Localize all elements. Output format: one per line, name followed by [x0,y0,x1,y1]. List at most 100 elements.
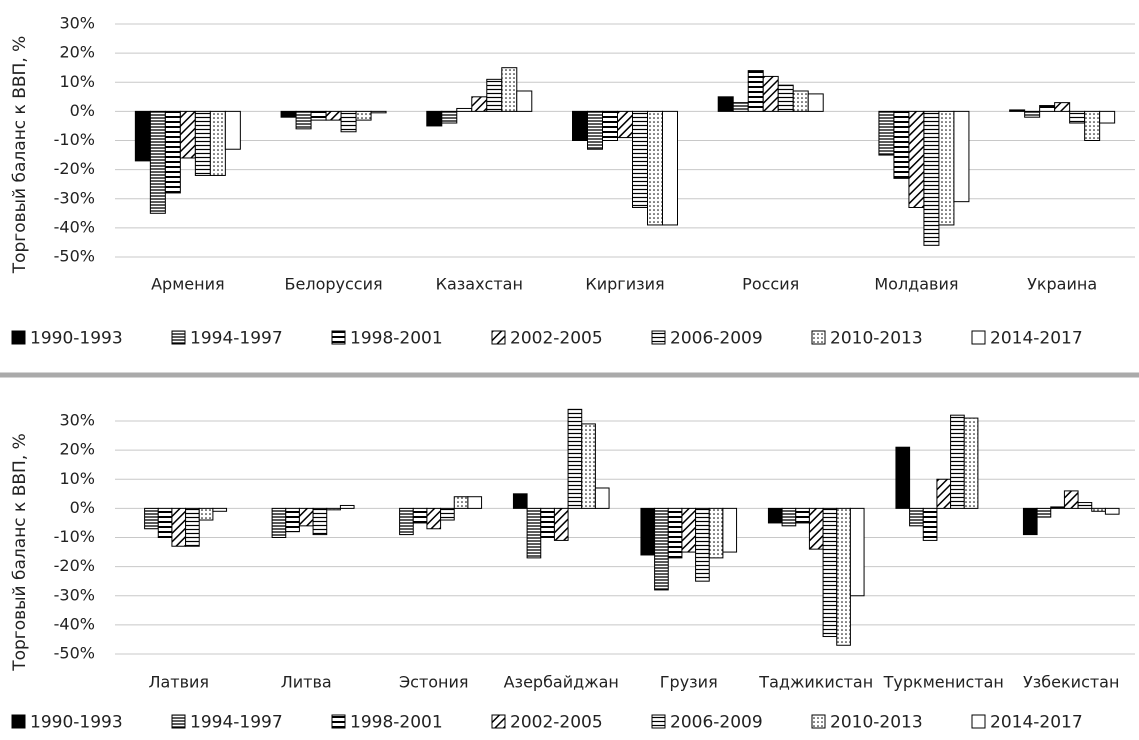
bar [310,110,327,121]
bar [781,507,797,527]
bar [640,507,656,556]
legend-label: 1998-2001 [350,329,443,349]
y-tick-label: -50% [54,644,95,663]
bar [271,507,287,538]
bar [909,507,924,527]
bar [426,110,443,127]
legend-label: 2014-2017 [990,329,1083,349]
legend-label: 1990-1993 [30,713,123,733]
legend-label: 2014-2017 [990,713,1083,733]
y-tick-label: -10% [54,130,95,149]
bar [1069,110,1086,124]
bar [836,507,851,646]
x-tick-label: Эстония [399,673,469,692]
bar [194,110,211,176]
bar [567,408,583,509]
bar [1036,507,1052,518]
bar [512,493,528,509]
bar [963,417,979,509]
bar [602,110,618,141]
bar [581,423,596,509]
y-tick-label: -40% [54,217,95,236]
x-tick-label: Туркменистан [883,673,1004,692]
y-tick-label: -30% [54,188,95,207]
legend-label: 1994-1997 [190,713,283,733]
bar [950,414,965,509]
x-tick-label: Таджикистан [758,673,873,692]
bar [722,507,738,553]
bar [923,110,940,246]
bar [1099,110,1116,124]
y-tick-label: -40% [54,614,95,633]
bar [667,507,683,559]
legend-swatch [171,330,186,345]
bar [516,90,533,112]
bar [572,110,588,141]
legend-label: 1990-1993 [30,329,123,349]
bar [1050,506,1065,509]
legend-label: 2006-2009 [670,329,763,349]
x-tick-label: Белоруссия [285,275,383,294]
legend-swatch [651,714,666,729]
x-tick-label: Грузия [660,673,718,692]
bar [878,110,895,156]
bar [540,507,555,538]
bar [717,96,734,112]
y-tick-label: -50% [54,247,95,266]
legend-swatch [971,330,986,345]
bar [325,110,342,121]
bar [399,507,414,536]
x-tick-label: Латвия [148,673,209,692]
bar [171,507,187,547]
y-tick-label: 20% [59,43,95,62]
legend-swatch [11,330,26,345]
bar [747,70,764,112]
bar [134,110,151,162]
bar [501,67,518,112]
legend-swatch [331,330,346,345]
legend-swatch [651,330,666,345]
bar [212,507,228,512]
y-tick-label: -30% [54,585,95,604]
y-tick-label: 10% [59,469,95,488]
bar [471,96,488,112]
legend-label: 1998-2001 [350,713,443,733]
bar [149,110,166,214]
bar [185,507,200,547]
bar [632,110,648,208]
bar [312,507,328,536]
bar [298,507,314,527]
bar [938,110,955,226]
x-tick-label: Молдавия [874,275,958,294]
bar [807,93,824,112]
bar [440,507,455,521]
bar [280,110,297,118]
x-tick-label: Украина [1027,275,1097,294]
y-tick-label: 0% [70,498,95,517]
bar [426,507,442,530]
bar [209,110,226,176]
bar [412,507,428,524]
bar [922,507,938,541]
bar [1077,502,1093,509]
bar [198,507,214,521]
y-tick-label: 30% [59,14,95,33]
bar [456,107,473,112]
legend-swatch [171,714,186,729]
legend-label: 2002-2005 [510,713,603,733]
bar [453,496,469,509]
bar [895,446,911,509]
bar [795,507,810,524]
bar [777,84,794,112]
bar [179,110,196,159]
bar [695,507,710,582]
bar [662,110,678,226]
legend-label: 2010-2013 [830,713,923,733]
legend-swatch [491,714,506,729]
bar [326,507,341,511]
legend-swatch [811,714,826,729]
bar [732,102,749,112]
bar [1084,110,1101,141]
y-tick-label: 20% [59,440,95,459]
